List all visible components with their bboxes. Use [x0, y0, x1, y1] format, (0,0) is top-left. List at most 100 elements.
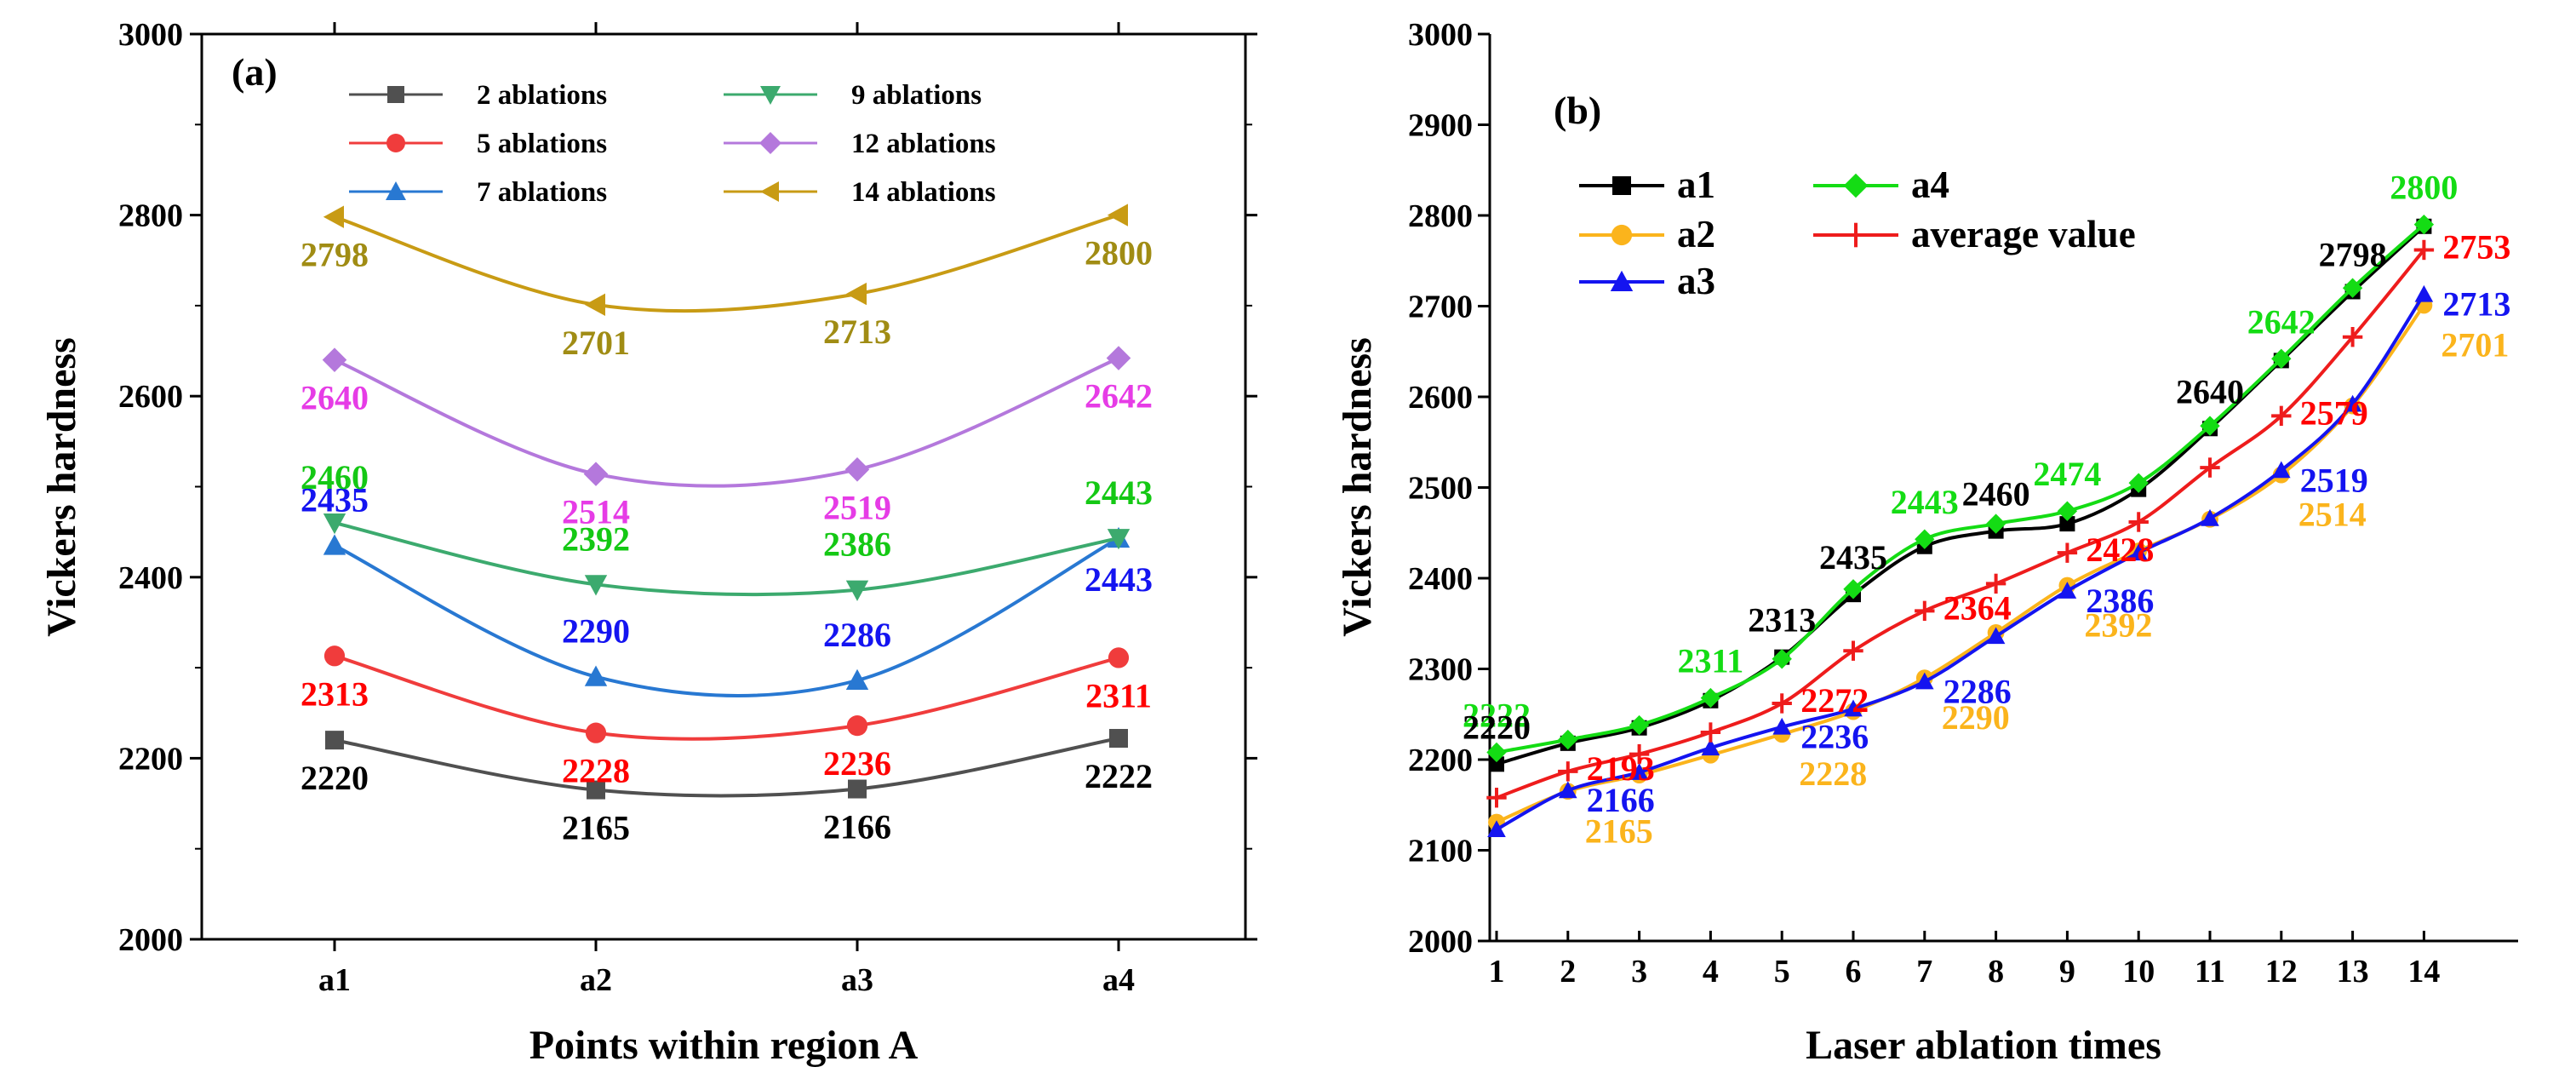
- panel-a-data-label: 2222: [1085, 757, 1153, 795]
- panel-a-label: (a): [232, 50, 278, 94]
- panel-a-data-label: 2800: [1085, 234, 1153, 272]
- panel-b-y-tick-label: 2500: [1408, 471, 1473, 507]
- panel-b-data-label: 2519: [2300, 461, 2368, 499]
- panel-b-x-tick-label: 2: [1560, 954, 1576, 990]
- panel-b-y-tick-label: 2200: [1408, 743, 1473, 778]
- panel-a-series-line-6: [334, 213, 1119, 313]
- panel-a-data-label: 2798: [301, 236, 369, 274]
- panel-b-point: [1700, 722, 1721, 743]
- panel-a-x-tick-label: a4: [1102, 962, 1135, 998]
- panel-a-point: [845, 580, 869, 601]
- panel-a-data-label: 2228: [562, 752, 630, 790]
- panel-b-data-label: 2713: [2442, 285, 2510, 324]
- panel-a-data-label: 2443: [1085, 473, 1153, 512]
- panel-a-point: [323, 534, 346, 555]
- panel-b-data-label: 2236: [1800, 718, 1869, 756]
- panel-b-point: [1701, 738, 1720, 756]
- panel-b-x-tick-label: 4: [1703, 954, 1719, 990]
- panel-a-point: [583, 462, 609, 486]
- panel-b-data-label: 2428: [2086, 531, 2154, 569]
- panel-b-legend-label: a3: [1677, 260, 1715, 302]
- panel-a-data-label: 2392: [562, 519, 630, 558]
- panel-b-point: [2201, 508, 2219, 526]
- panel-a-data-label: 2166: [823, 808, 891, 846]
- panel-b-y-tick-label: 2000: [1408, 924, 1473, 960]
- panel-b-point: [2413, 214, 2435, 235]
- panel-b-data-label: 2798: [2319, 235, 2387, 273]
- panel-b-point: [1558, 761, 1578, 782]
- panel-b-point: [1486, 788, 1507, 808]
- panel-a-data-label: 2519: [823, 488, 891, 526]
- panel-a-point: [1106, 346, 1131, 370]
- panel-a-x-axis-title: Points within region A: [530, 1023, 919, 1068]
- panel-b-legend-swatch-marker: [1843, 222, 1869, 248]
- panel-b-x-tick-label: 8: [1988, 954, 2004, 990]
- panel-b-data-label: 2474: [2033, 455, 2101, 493]
- panel-a: (a) Points within region A Vickers hardn…: [39, 32, 1247, 1068]
- panel-a-point: [322, 347, 347, 372]
- panel-b-data-label: 2311: [1678, 642, 1744, 680]
- panel-a-y-tick-label: 3000: [118, 17, 183, 53]
- panel-b-x-tick-label: 1: [1489, 954, 1505, 990]
- panel-a-x-tick-label: a2: [580, 962, 612, 998]
- panel-b-y-tick-label: 2900: [1408, 108, 1473, 144]
- panel-b-y-axis-title: Vickers hardness: [1335, 337, 1380, 637]
- panel-b-legend-swatch-marker: [1843, 173, 1869, 198]
- panel-a-point: [1107, 204, 1128, 227]
- panel-b-x-tick-label: 11: [2195, 954, 2225, 990]
- panel-b-data-label: 2460: [1962, 475, 2030, 513]
- panel-a-data-label: 2311: [1085, 676, 1152, 714]
- panel-b-data-label: 2701: [2441, 325, 2509, 364]
- panel-b-data-label: 2364: [1943, 588, 2012, 627]
- panel-a-point: [587, 780, 605, 800]
- panel-b-point: [1629, 763, 1649, 780]
- panel-b-x-tick-label: 5: [1774, 954, 1790, 990]
- panel-b-x-tick-label: 3: [1631, 954, 1647, 990]
- panel-b-data-label: 2166: [1587, 781, 1655, 819]
- panel-a-data-label: 2443: [1085, 560, 1153, 599]
- panel-a-legend-swatch-marker: [387, 86, 404, 103]
- panel-a-data-label: 2220: [301, 759, 369, 797]
- panel-b-legend-label: a1: [1677, 164, 1715, 206]
- panel-a-data-label: 2642: [1085, 377, 1153, 416]
- panel-a-point: [844, 457, 870, 482]
- panel-a-point: [1107, 529, 1131, 550]
- panel-a-series-line-1: [334, 737, 1119, 798]
- panel-b-point: [1629, 743, 1650, 765]
- panel-b-point: [1985, 513, 2006, 534]
- panel-b-data-label: 2272: [1800, 681, 1869, 720]
- panel-b-legend-swatch-marker: [1612, 176, 1631, 195]
- panel-a-legend-label: 5 ablations: [477, 129, 607, 159]
- panel-b-point: [2413, 239, 2435, 261]
- panel-b-y-tick-label: 2300: [1408, 652, 1473, 688]
- panel-b-x-tick-label: 13: [2337, 954, 2369, 990]
- panel-a-series-line-2: [334, 654, 1119, 741]
- panel-a-legend-swatch-marker: [760, 181, 779, 202]
- panel-a-y-tick-label: 2200: [118, 741, 183, 777]
- panel-b-x-tick-label: 14: [2407, 954, 2440, 990]
- panel-b-y-tick-label: 2700: [1408, 290, 1473, 325]
- panel-a-point: [845, 668, 869, 690]
- panel-b-point: [1559, 781, 1577, 799]
- panel-a-point: [323, 645, 346, 667]
- panel-a-point: [584, 575, 608, 596]
- panel-a-legend-swatch-marker: [759, 132, 781, 154]
- panel-b-point: [2200, 416, 2220, 436]
- panel-a-point: [325, 731, 344, 750]
- panel-b-data-label: 2165: [1585, 812, 1653, 850]
- panel-b-data-label: 2753: [2442, 227, 2510, 266]
- panel-b-label: (b): [1554, 89, 1601, 132]
- panel-b-y-tick-label: 2400: [1408, 561, 1473, 597]
- panel-b-point: [2271, 348, 2292, 369]
- panel-a-series-line-5: [334, 356, 1119, 488]
- panel-b-point: [1700, 687, 1721, 708]
- panel-b-data-label: 2800: [2390, 169, 2458, 207]
- panel-b-data-label: 2193: [1587, 749, 1655, 788]
- panel-b-data-label: 2290: [1942, 698, 2010, 737]
- panel-a-legend-label: 2 ablations: [477, 80, 607, 111]
- panel-b-point: [2272, 461, 2291, 479]
- panel-a-point: [1109, 729, 1128, 749]
- panel-a-point: [323, 513, 346, 535]
- panel-b-data-label: 2640: [2176, 372, 2244, 410]
- panel-b-point: [2414, 284, 2434, 302]
